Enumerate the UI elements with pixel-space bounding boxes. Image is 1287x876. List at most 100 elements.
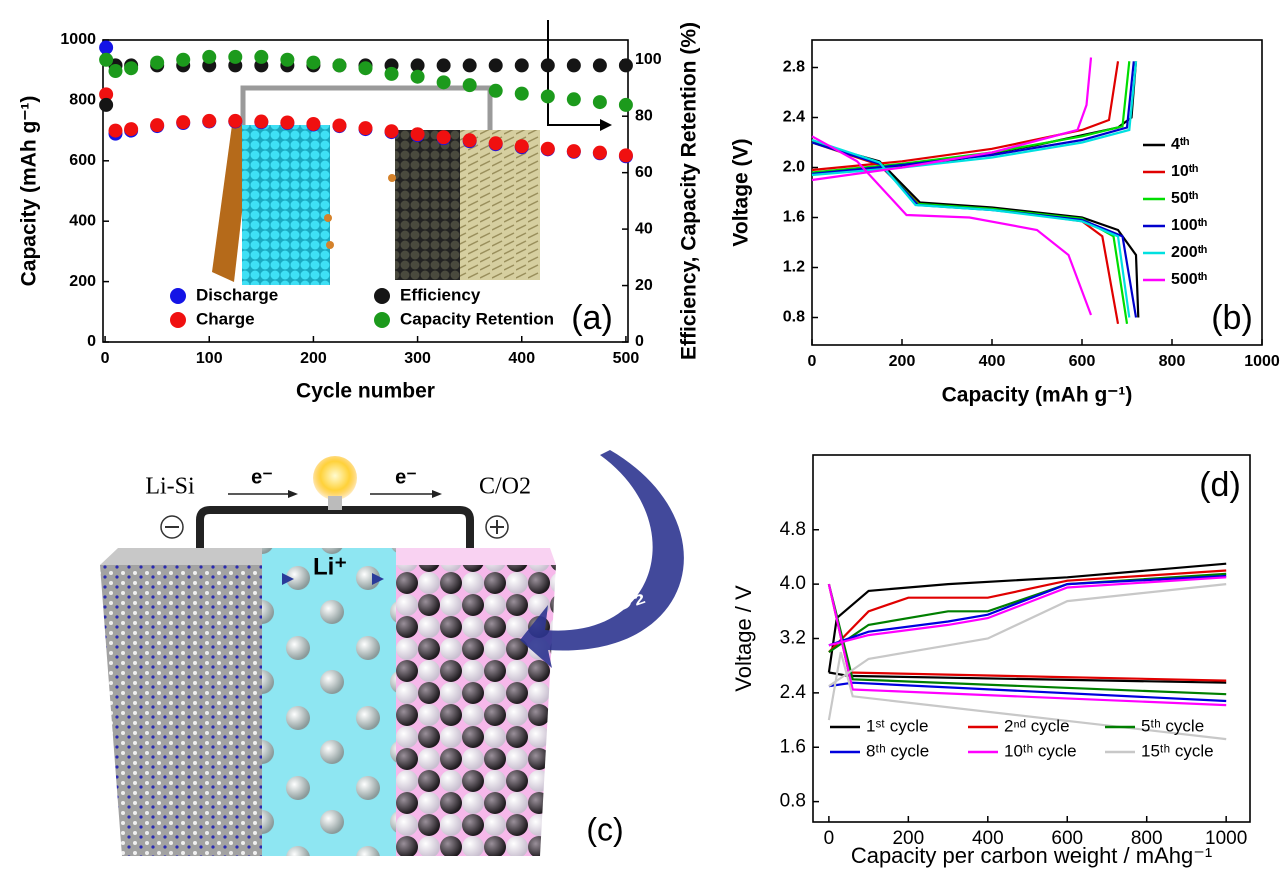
data-point [306,117,320,131]
cathode-label: C/O2 [479,474,531,500]
x-tick-label: 400 [979,353,1006,370]
data-point [385,124,399,138]
data-point [228,114,242,128]
y-tick-label: 0.8 [780,791,806,812]
cathode-top [396,548,556,565]
data-point [202,114,216,128]
legend-label: 4ᵗʰ [1171,136,1189,153]
legend-label: 50ᵗʰ [1171,190,1198,207]
arrow-head [432,490,442,498]
data-point [489,136,503,150]
data-point [306,56,320,70]
y-tick-label: 200 [69,273,96,290]
y-tick-label: 0.8 [783,309,805,326]
data-point [228,50,242,64]
data-point [280,115,294,129]
y-tick-label: 800 [69,92,96,109]
panel-label: (d) [1199,466,1241,504]
carbon-block [395,130,460,280]
y2-tick-label: 20 [635,277,653,294]
data-point [411,70,425,84]
x-tick-label: 0 [101,350,110,367]
y2-tick-label: 100 [635,51,662,68]
plot-frame [813,455,1250,822]
legend-label: 1ˢᵗ cycle [866,716,928,735]
legend-label: 2ⁿᵈ cycle [1004,716,1070,735]
x-tick-label: 200 [889,353,916,370]
data-point [176,115,190,129]
data-point [619,98,633,112]
data-point [124,122,138,136]
data-point [541,142,555,156]
data-point [411,127,425,141]
legend-marker [170,312,186,328]
y-axis-label: Voltage (V) [730,138,753,246]
arrow-head [288,490,298,498]
data-point [280,53,294,67]
ion-label: Li⁺ [313,553,347,580]
data-point [567,92,581,106]
data-point [150,118,164,132]
data-point [437,58,451,72]
data-point [489,58,503,72]
y-tick-label: 1.2 [783,259,805,276]
y2-axis-label: Efficiency, Capacity Retention (%) [678,22,701,360]
y-tick-label: 4.0 [780,573,806,594]
data-point [515,87,529,101]
panel-label: (b) [1211,299,1253,337]
data-point [332,118,346,132]
anode-top [100,548,265,565]
electron-label: e⁻ [395,466,417,488]
data-point [437,130,451,144]
data-point [332,58,346,72]
data-point [176,53,190,67]
panel-label: (c) [586,811,623,847]
y-tick-label: 2.4 [780,682,807,703]
data-point [109,64,123,78]
data-line [812,61,1118,324]
data-point [463,58,477,72]
data-point [515,58,529,72]
data-point [109,124,123,138]
x-tick-label: 200 [300,350,327,367]
data-point [437,75,451,89]
cathode [396,565,556,856]
legend-label: 15ᵗʰ cycle [1141,741,1214,760]
anode-block [242,125,330,285]
wire [200,510,470,548]
ion [388,174,396,182]
data-point [150,56,164,70]
y-tick-label: 1000 [60,31,96,48]
y2-tick-label: 40 [635,220,653,237]
y-tick-label: 0 [87,333,96,350]
y-tick-label: 4.8 [780,519,806,540]
legend-marker [170,288,186,304]
legend-label: 200ᵗʰ [1171,244,1207,261]
arrow-head [600,119,612,131]
x-tick-label: 500 [613,350,640,367]
data-line [829,571,1226,681]
x-tick-label: 800 [1159,353,1186,370]
ion [324,214,332,222]
y-tick-label: 2.4 [783,109,805,126]
y-axis-label: Voltage / V [731,585,756,692]
y-axis-label: Capacity (mAh g⁻¹) [18,96,41,287]
y-tick-label: 2.8 [783,59,805,76]
legend-label: Efficiency [400,285,481,304]
anode-label: Li-Si [145,474,195,500]
y2-tick-label: 80 [635,107,653,124]
y-tick-label: 3.2 [780,628,806,649]
data-point [567,58,581,72]
legend-label: 5ᵗʰ cycle [1141,716,1204,735]
x-tick-label: 0 [824,828,835,849]
data-point [99,41,113,55]
panel-label: (a) [571,299,613,337]
electron-label: e⁻ [251,466,273,488]
legend-label: Discharge [196,285,278,304]
x-tick-label: 300 [404,350,431,367]
arrow [548,20,610,125]
x-tick-label: 0 [808,353,817,370]
data-point [99,53,113,67]
x-axis-label: Capacity per carbon weight / mAhg⁻¹ [851,843,1212,868]
x-tick-label: 1000 [1244,353,1280,370]
